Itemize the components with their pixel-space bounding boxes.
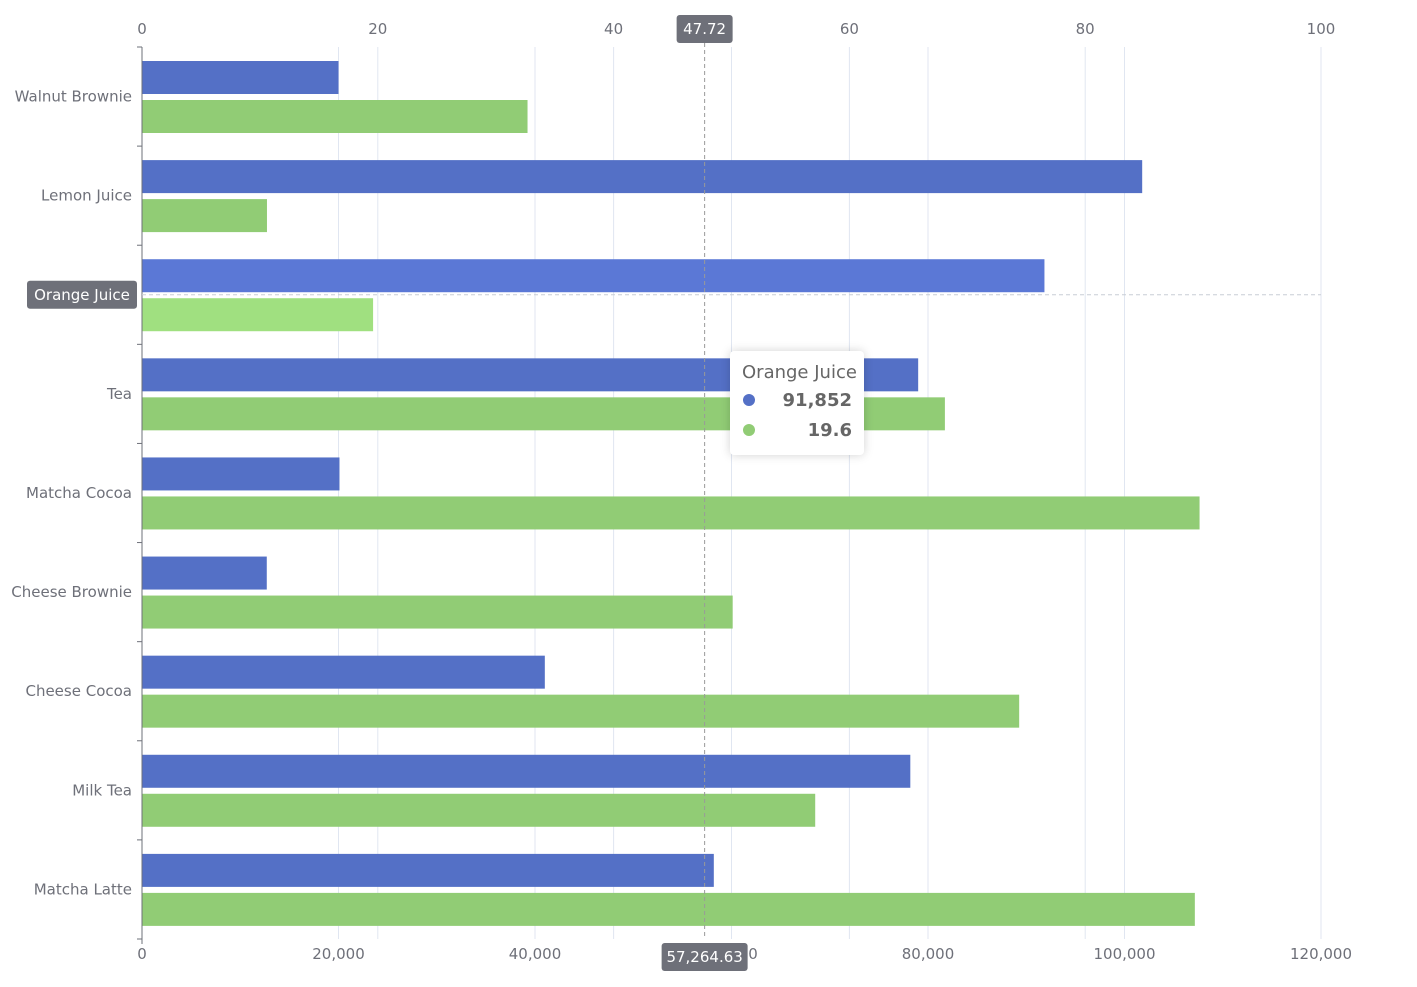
category-label: Tea — [106, 385, 132, 403]
crosshair-bottom-value: 57,264.63 — [666, 948, 742, 966]
tooltip-row-series-b: 19.6 — [742, 415, 852, 445]
bar-series-a — [142, 457, 340, 491]
x-axis-top-tick-label: 40 — [604, 20, 623, 38]
tooltip: Orange Juice 91,852 19.6 — [730, 351, 864, 455]
series-a-marker-icon — [743, 394, 755, 406]
tooltip-title: Orange Juice — [742, 362, 857, 383]
bar-series-b — [142, 595, 733, 629]
x-axis-top-tick-label: 100 — [1307, 20, 1336, 38]
x-axis-bottom-tick-label: 120,000 — [1290, 945, 1352, 963]
category-label: Cheese Cocoa — [25, 682, 132, 700]
category-label: Matcha Cocoa — [26, 484, 132, 502]
bar-series-b — [142, 694, 1020, 728]
bar-series-a — [142, 556, 267, 590]
bar-series-b — [142, 892, 1195, 926]
bar-series-b — [142, 496, 1200, 530]
x-axis-top-tick-label: 20 — [368, 20, 387, 38]
x-axis-bottom-tick-label: 40,000 — [509, 945, 562, 963]
bar-series-a — [142, 160, 1143, 194]
category-label-highlight-bg — [27, 280, 137, 309]
x-axis-bottom-tick-label: 0 — [137, 945, 147, 963]
category-label: Cheese Brownie — [11, 583, 132, 601]
x-axis-top-tick-label: 60 — [840, 20, 859, 38]
bar-series-a — [142, 61, 339, 94]
x-axis-bottom-tick-label: 100,000 — [1093, 945, 1155, 963]
bar-series-b — [142, 199, 267, 233]
bar-series-a — [142, 853, 714, 887]
bar-series-b — [142, 100, 528, 133]
x-axis-top-tick-label: 80 — [1076, 20, 1095, 38]
bar-series-a — [142, 259, 1045, 293]
crosshair-top-tag-bg — [676, 15, 733, 43]
bar-series-b — [142, 793, 816, 827]
category-label: Orange Juice — [34, 286, 130, 304]
series-b-marker-icon — [743, 424, 755, 436]
x-axis-bottom-tick-label: 80,000 — [902, 945, 955, 963]
tooltip-value-series-b: 19.6 — [807, 419, 852, 441]
tooltip-value-series-a: 91,852 — [782, 389, 852, 411]
category-label: Walnut Brownie — [15, 88, 132, 106]
crosshair-bottom-tag-bg — [661, 943, 748, 971]
crosshair-top-value: 47.72 — [683, 20, 726, 38]
tooltip-row-series-a: 91,852 — [742, 385, 852, 415]
bar-series-b — [142, 298, 374, 332]
bar-series-a — [142, 655, 545, 689]
bar-series-a — [142, 754, 911, 788]
x-axis-top-tick-label: 0 — [137, 20, 147, 38]
category-label: Matcha Latte — [34, 880, 132, 898]
category-label: Lemon Juice — [41, 187, 132, 205]
x-axis-bottom-tick-label: 20,000 — [312, 945, 365, 963]
category-label: Milk Tea — [72, 781, 132, 799]
